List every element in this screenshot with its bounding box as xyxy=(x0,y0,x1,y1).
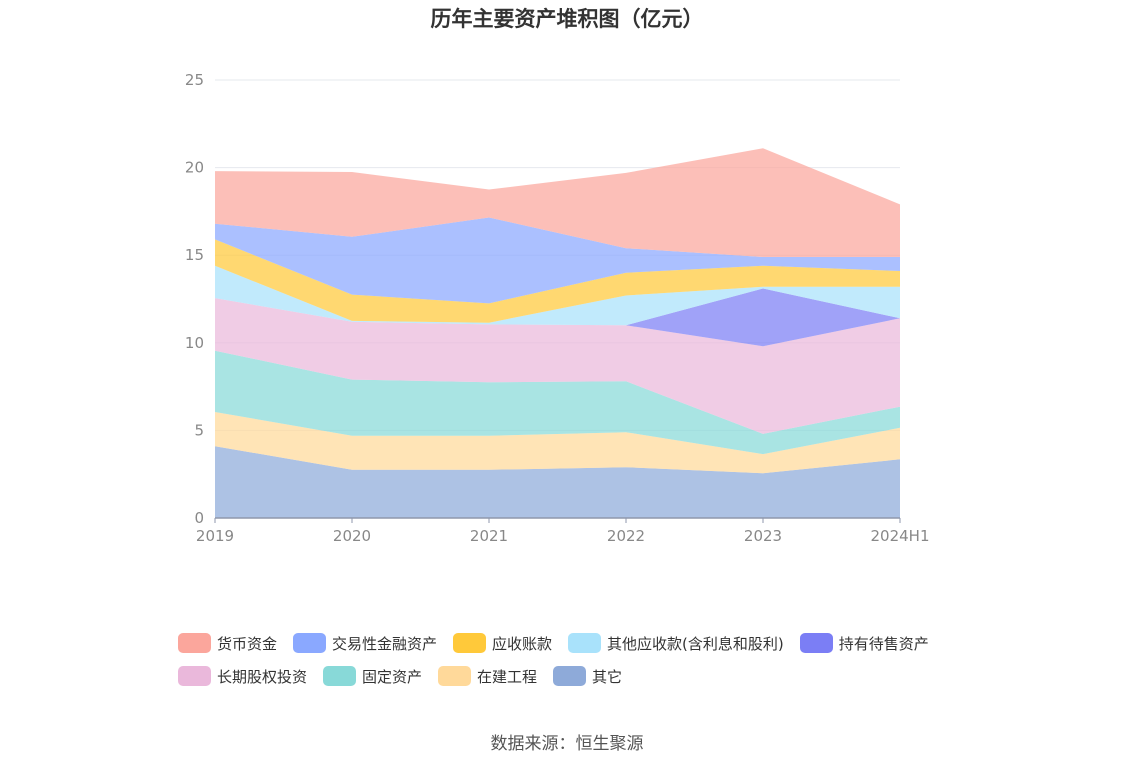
legend-label: 其他应收款(含利息和股利) xyxy=(607,634,784,653)
area-series-layer xyxy=(215,148,900,518)
y-tick-label: 5 xyxy=(194,421,204,439)
area-series-货币资金[interactable] xyxy=(215,148,900,257)
area-series-交易性金融资产[interactable] xyxy=(215,217,900,304)
legend-item[interactable]: 其它 xyxy=(553,666,622,687)
x-tick-label: 2022 xyxy=(607,527,645,545)
y-tick-label: 20 xyxy=(185,159,204,177)
y-tick-label: 25 xyxy=(185,71,204,89)
legend-item[interactable]: 在建工程 xyxy=(438,666,537,687)
legend-item[interactable]: 长期股权投资 xyxy=(178,666,307,687)
legend-swatch xyxy=(293,633,327,653)
legend-label: 应收账款 xyxy=(492,634,553,653)
y-tick-label: 10 xyxy=(185,334,204,352)
source-note: 数据来源：恒生聚源 xyxy=(490,734,644,754)
legend-swatch xyxy=(553,666,587,686)
area-series-持有待售资产[interactable] xyxy=(215,288,900,347)
legend-label: 在建工程 xyxy=(477,667,538,686)
legend-item[interactable]: 应收账款 xyxy=(453,633,552,654)
legend-swatch xyxy=(323,666,357,686)
legend-item[interactable]: 固定资产 xyxy=(323,666,422,687)
area-series-应收账款[interactable] xyxy=(215,239,900,323)
legend-label: 持有待售资产 xyxy=(838,634,929,653)
legend-swatch xyxy=(453,633,487,653)
axes: 0 5 10 15 20 25 2019 2020 2021 2022 2023 2024H1 xyxy=(185,71,930,545)
legend-swatch xyxy=(438,666,472,686)
legend-label: 固定资产 xyxy=(362,667,423,686)
area-series-长期股权投资[interactable] xyxy=(215,298,900,434)
legend-row: 货币资金 交易性金融资产 应收账款 其他应收款(含利息和股利) 持有待售资产 xyxy=(178,632,998,654)
legend-label: 长期股权投资 xyxy=(217,667,308,686)
legend-swatch xyxy=(568,633,602,653)
legend-item[interactable]: 交易性金融资产 xyxy=(293,633,437,654)
y-tick-label: 15 xyxy=(185,246,204,264)
x-tick-label: 2023 xyxy=(744,527,782,545)
legend-label: 其它 xyxy=(592,667,623,686)
legend-item[interactable]: 货币资金 xyxy=(178,633,277,654)
legend: 货币资金 交易性金融资产 应收账款 其他应收款(含利息和股利) 持有待售资产 长期股权投… xyxy=(178,632,998,698)
area-series-固定资产[interactable] xyxy=(215,350,900,455)
legend-label: 货币资金 xyxy=(217,634,278,653)
area-series-其它[interactable] xyxy=(215,446,900,518)
legend-swatch xyxy=(178,666,211,686)
legend-swatch xyxy=(178,633,211,653)
legend-item[interactable]: 其他应收款(含利息和股利) xyxy=(568,633,784,654)
x-tick-label: 2024H1 xyxy=(871,527,930,545)
area-series-其他应收款(含利息和股利)[interactable] xyxy=(215,265,900,326)
stacked-area-chart: 0 5 10 15 20 25 2019 2020 2021 2022 2023 2024H1 xyxy=(185,71,930,545)
chart-title: 历年主要资产堆积图（亿元） xyxy=(430,7,704,31)
legend-row: 长期股权投资 固定资产 在建工程 其它 xyxy=(178,665,998,687)
legend-swatch xyxy=(799,633,833,653)
y-tick-label: 0 xyxy=(194,509,204,527)
x-tick-label: 2020 xyxy=(333,527,371,545)
legend-item[interactable]: 持有待售资产 xyxy=(799,633,929,654)
area-series-在建工程[interactable] xyxy=(215,412,900,474)
x-tick-label: 2019 xyxy=(196,527,234,545)
x-tick-label: 2021 xyxy=(470,527,508,545)
legend-label: 交易性金融资产 xyxy=(332,634,438,653)
